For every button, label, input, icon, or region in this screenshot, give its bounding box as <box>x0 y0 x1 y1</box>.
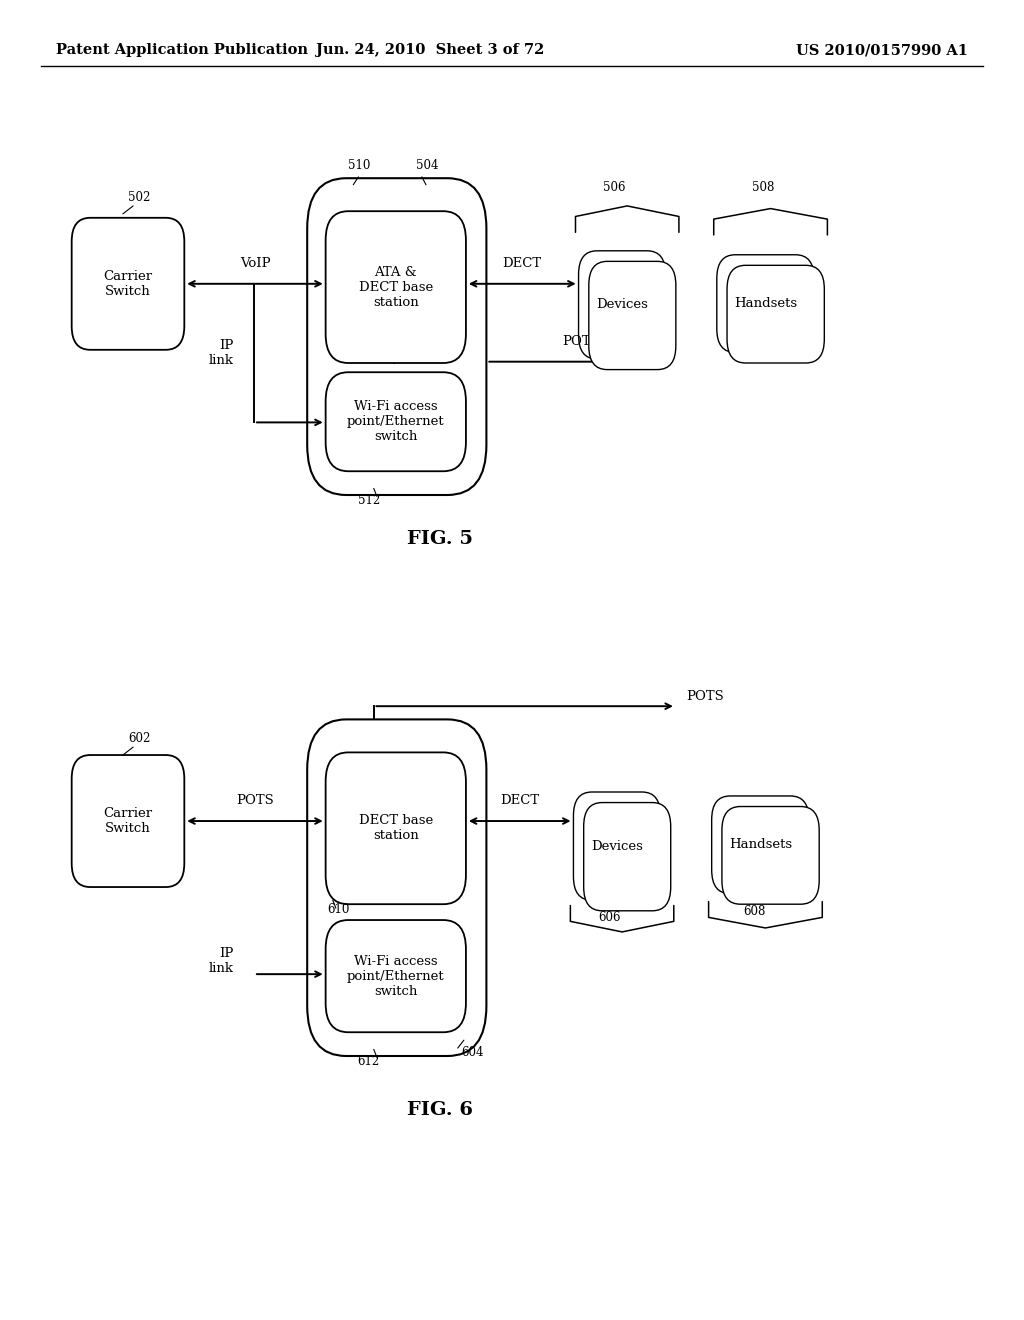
Text: POTS: POTS <box>686 689 724 702</box>
FancyBboxPatch shape <box>584 803 671 911</box>
FancyBboxPatch shape <box>72 755 184 887</box>
FancyBboxPatch shape <box>72 218 184 350</box>
Text: 602: 602 <box>128 731 151 744</box>
Text: 610: 610 <box>328 903 350 916</box>
Text: Wi-Fi access
point/Ethernet
switch: Wi-Fi access point/Ethernet switch <box>347 954 444 998</box>
Text: 604: 604 <box>461 1045 483 1059</box>
FancyBboxPatch shape <box>326 211 466 363</box>
Text: Carrier
Switch: Carrier Switch <box>103 269 153 298</box>
Text: 512: 512 <box>357 494 380 507</box>
FancyBboxPatch shape <box>326 752 466 904</box>
Text: FIG. 5: FIG. 5 <box>408 529 473 548</box>
FancyBboxPatch shape <box>326 372 466 471</box>
FancyBboxPatch shape <box>307 178 486 495</box>
Text: Devices: Devices <box>596 298 648 312</box>
Text: DECT: DECT <box>503 256 542 269</box>
Text: 504: 504 <box>416 158 438 172</box>
Text: 606: 606 <box>598 911 621 924</box>
FancyBboxPatch shape <box>717 255 814 352</box>
Text: Carrier
Switch: Carrier Switch <box>103 807 153 836</box>
Text: DECT base
station: DECT base station <box>358 814 433 842</box>
Text: 608: 608 <box>743 904 766 917</box>
Text: Handsets: Handsets <box>734 297 797 310</box>
Text: FIG. 6: FIG. 6 <box>408 1101 473 1119</box>
Text: 506: 506 <box>603 181 626 194</box>
FancyBboxPatch shape <box>712 796 809 894</box>
FancyBboxPatch shape <box>326 920 466 1032</box>
Text: US 2010/0157990 A1: US 2010/0157990 A1 <box>796 44 968 57</box>
Text: DECT: DECT <box>500 793 540 807</box>
Text: IP
link: IP link <box>209 946 233 975</box>
FancyBboxPatch shape <box>722 807 819 904</box>
Text: Devices: Devices <box>591 840 643 853</box>
FancyBboxPatch shape <box>727 265 824 363</box>
FancyBboxPatch shape <box>307 719 486 1056</box>
Text: Patent Application Publication: Patent Application Publication <box>56 44 308 57</box>
Text: 510: 510 <box>348 158 371 172</box>
FancyBboxPatch shape <box>573 792 660 900</box>
Text: POTS: POTS <box>237 793 273 807</box>
Text: Wi-Fi access
point/Ethernet
switch: Wi-Fi access point/Ethernet switch <box>347 400 444 444</box>
Text: IP
link: IP link <box>209 339 233 367</box>
Text: Jun. 24, 2010  Sheet 3 of 72: Jun. 24, 2010 Sheet 3 of 72 <box>315 44 545 57</box>
FancyBboxPatch shape <box>579 251 666 359</box>
FancyBboxPatch shape <box>589 261 676 370</box>
Text: ATA &
DECT base
station: ATA & DECT base station <box>358 265 433 309</box>
Text: VoIP: VoIP <box>240 256 270 269</box>
Text: Handsets: Handsets <box>729 838 792 851</box>
Text: 508: 508 <box>752 181 774 194</box>
Text: 502: 502 <box>128 190 151 203</box>
Text: POTS: POTS <box>562 334 600 347</box>
Text: 612: 612 <box>357 1055 380 1068</box>
